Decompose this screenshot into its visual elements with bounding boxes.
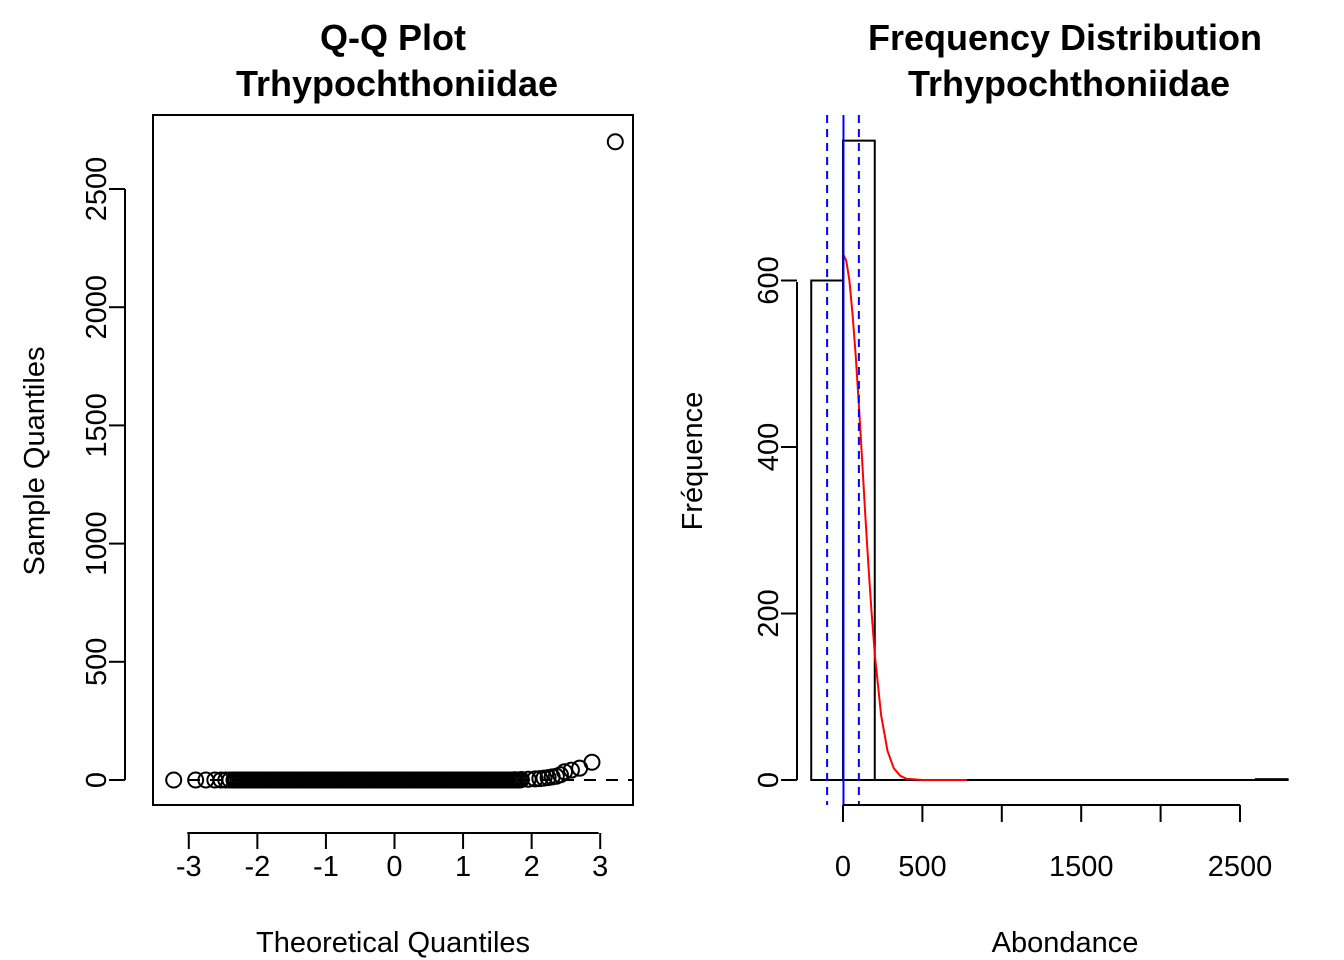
qq-x-tick-label: 3 [592,851,608,883]
qq-x-tick-label: 2 [524,851,540,883]
qq-point [511,771,529,789]
qq-x-tick-label: 1 [455,851,471,883]
qq-y-tick-label: 2000 [81,275,113,340]
histogram-panel: Frequency Distribution Trhypochthoniidae… [677,17,1289,959]
qq-point [562,761,580,779]
histogram-y-axis-label: Fréquence [677,392,709,531]
mean-sd-lines [826,115,860,805]
qq-x-tick-label: 0 [386,851,402,883]
qq-y-tick-label: 1500 [81,393,113,458]
qq-y-tick-label: 1000 [81,511,113,576]
qq-y-tick-label: 500 [81,638,113,686]
qq-point [187,771,205,789]
normal-fit-curve [842,253,967,781]
histogram-x-tick-label: 1500 [1049,851,1114,883]
histogram-subtitle: Trhypochthoniidae [908,63,1230,104]
histogram-y-ticks: 0 200 400 600 [753,256,797,788]
qq-y-ticks: 0 500 1000 1500 2000 2500 [81,157,125,788]
histogram-y-tick-label: 200 [753,589,785,637]
qq-x-tick-label: -1 [313,851,339,883]
histogram-x-axis-label: Abondance [992,927,1139,959]
histogram-bar [1254,778,1289,781]
histogram-title: Frequency Distribution [868,17,1262,58]
qq-x-ticks: -3 -2 -1 0 1 2 3 [176,833,608,883]
histogram-y-tick-label: 400 [753,423,785,471]
qq-x-tick-label: -3 [176,851,202,883]
histogram-bars [810,139,1289,781]
histogram-y-tick-label: 600 [753,256,785,304]
qq-point [583,753,601,771]
qq-plot-subtitle: Trhypochthoniidae [236,63,558,104]
qq-plot-frame [152,114,634,806]
histogram-x-ticks: 0 500 1500 2500 [835,805,1272,883]
qq-point [606,133,624,151]
histogram-x-tick-label: 500 [898,851,946,883]
histogram-bar [842,139,876,781]
qq-plot-title: Q-Q Plot [320,17,466,58]
qq-x-tick-label: -2 [244,851,270,883]
qq-plot-panel: Q-Q Plot Trhypochthoniidae -3 -2 -1 0 1 2 3 0 5… [19,17,634,959]
qq-point [165,771,183,789]
histogram-y-tick-label: 0 [753,772,785,788]
qq-y-axis-label: Sample Quantiles [19,347,51,576]
qq-points [165,133,624,789]
qq-y-tick-label: 0 [81,772,113,788]
qq-point [551,766,569,784]
qq-x-axis-label: Theoretical Quantiles [256,927,530,959]
qq-y-tick-label: 2500 [81,157,113,222]
histogram-x-tick-label: 0 [835,851,851,883]
histogram-x-tick-label: 2500 [1208,851,1273,883]
